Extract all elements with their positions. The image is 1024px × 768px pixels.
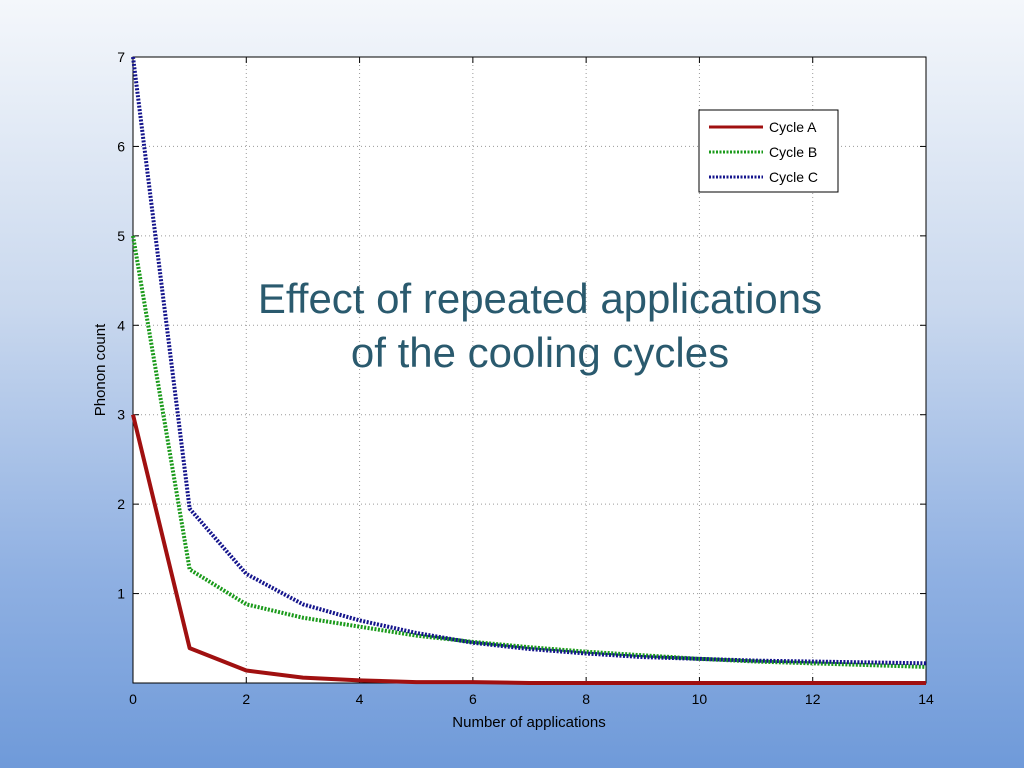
y-axis-label: Phonon count [92,323,109,416]
slide-title-line-1: Effect of repeated applications [257,275,823,322]
x-tick-label: 10 [692,691,708,707]
x-tick-label: 14 [918,691,934,707]
x-tick-label: 4 [356,691,364,707]
legend-label-1: Cycle A [769,119,817,135]
legend-label-3: Cycle C [769,169,818,185]
y-tick-label: 1 [117,586,125,602]
series-line-1 [131,414,926,685]
grid [133,57,926,683]
series-line-3 [131,56,927,666]
x-tick-label: 12 [805,691,821,707]
x-tick-label: 2 [242,691,250,707]
series-line-2 [131,235,927,669]
x-tick-label: 6 [469,691,477,707]
x-tick-label: 0 [129,691,137,707]
y-tick-label: 6 [117,138,125,154]
y-tick-label: 2 [117,496,125,512]
legend: Cycle A Cycle B Cycle C [698,109,839,193]
y-tick-label: 3 [117,407,125,423]
x-axis-label: Number of applications [452,714,605,731]
y-tick-label: 5 [117,228,125,244]
legend-label-2: Cycle B [769,144,817,160]
legend-box [698,109,839,193]
slide-title-line-2: of the cooling cycles [350,329,730,376]
x-tick-label: 8 [582,691,590,707]
y-tick-label: 4 [117,317,125,333]
series-group [131,56,927,685]
y-tick-label: 7 [117,49,125,65]
slide-title: Effect of repeated applications of the c… [200,272,880,380]
